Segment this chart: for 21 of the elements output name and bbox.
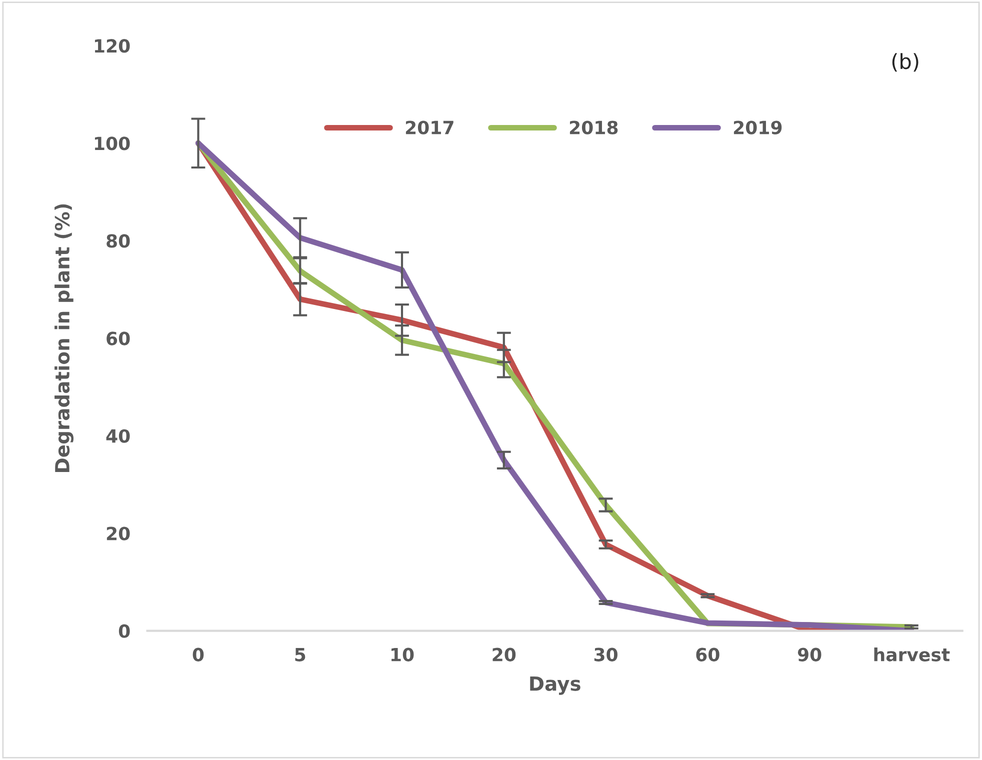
legend-label: 2018 (570, 120, 618, 134)
x-axis-title: Days (530, 676, 580, 695)
x-tick-label: 90 (798, 648, 822, 662)
legend-label: 2017 (406, 120, 454, 134)
y-tick-label: 60 (106, 332, 130, 346)
y-tick-label: 0 (118, 624, 130, 638)
x-tick-label: 30 (594, 648, 618, 662)
x-tick-label: 60 (696, 648, 720, 662)
y-tick-label: 100 (94, 136, 130, 150)
x-tick-label: 10 (391, 648, 414, 662)
y-tick-label: 40 (106, 429, 130, 443)
y-tick-label: 80 (106, 234, 130, 248)
y-tick-label: 20 (106, 526, 130, 540)
annotation: (b) (892, 53, 918, 72)
y-axis-title: Degradation in plant (%) (54, 204, 74, 472)
y-tick-label: 120 (94, 39, 130, 53)
x-tick-label: 20 (492, 648, 516, 662)
x-tick-label: 5 (295, 648, 306, 662)
x-tick-label: 0 (192, 648, 204, 662)
legend-label: 2019 (734, 120, 782, 134)
x-tick-label: harvest (874, 647, 950, 662)
